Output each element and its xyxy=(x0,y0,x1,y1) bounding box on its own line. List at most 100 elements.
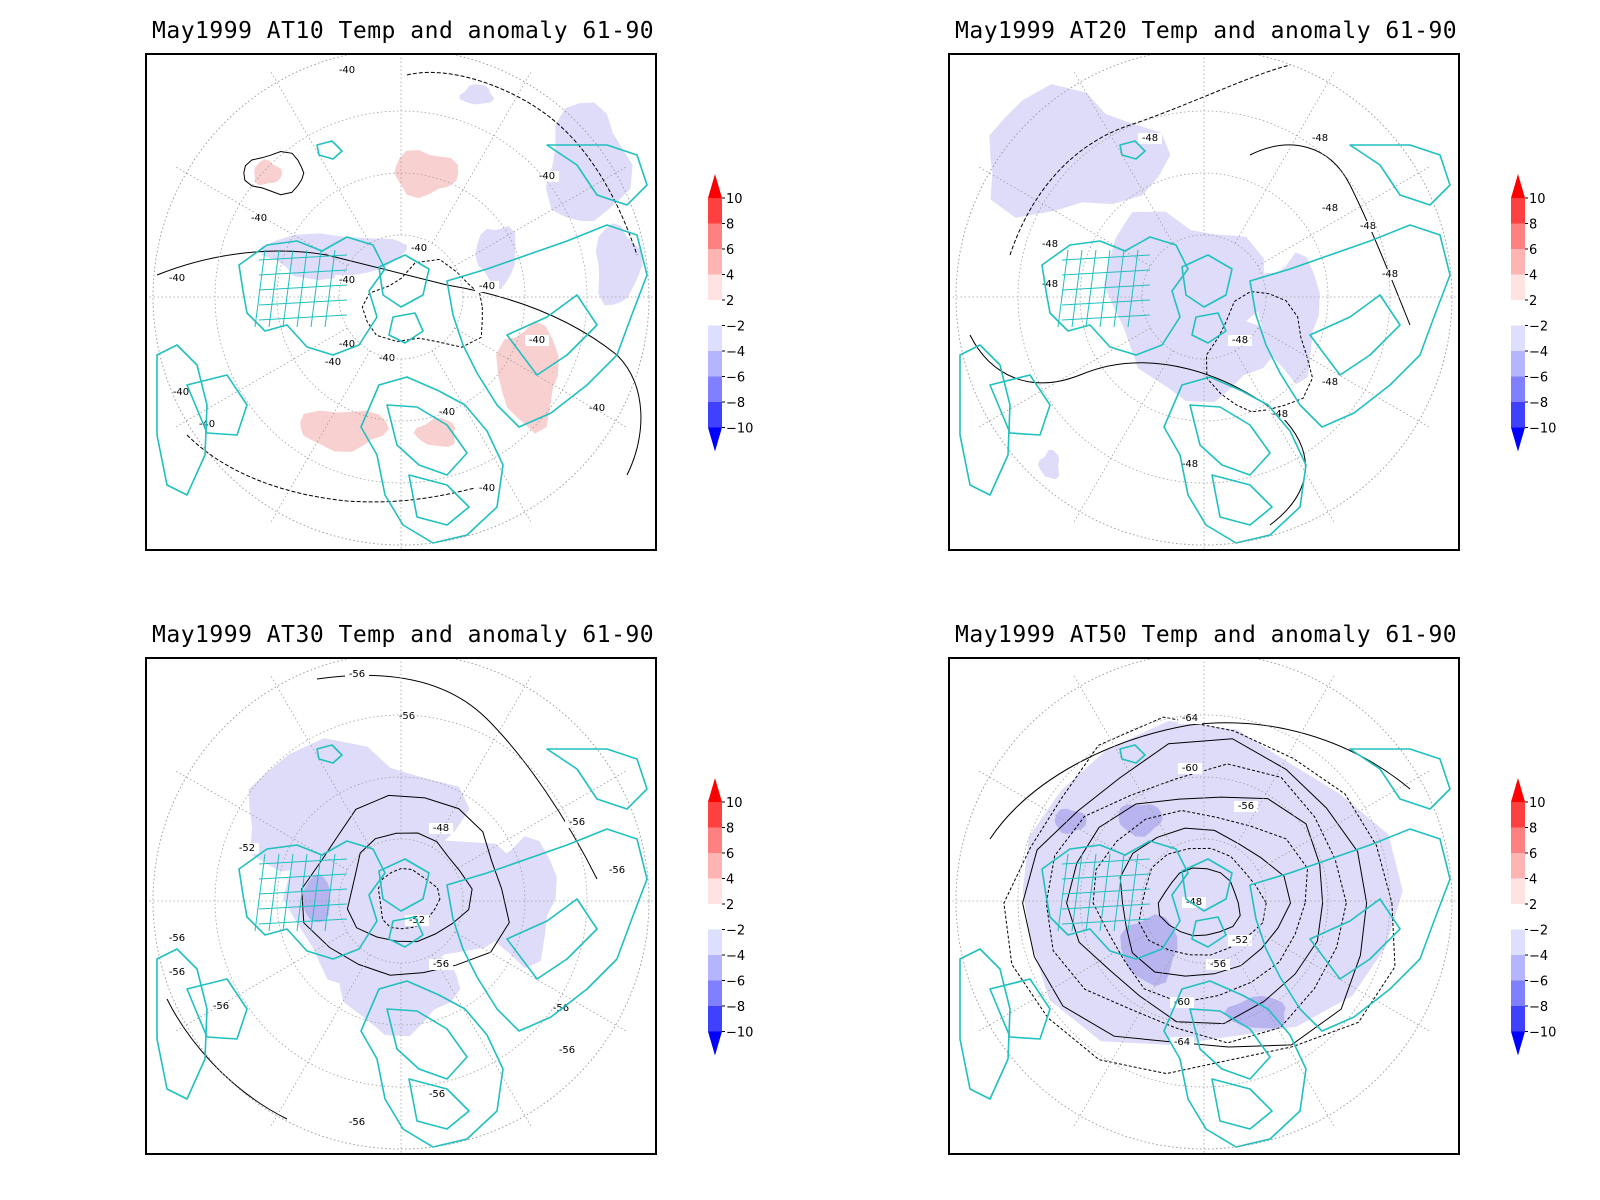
colorbar-segment xyxy=(708,955,722,981)
contour-label-bg xyxy=(429,823,453,834)
colorbar-label: 2 xyxy=(1529,294,1537,309)
colorbar-label: 6 xyxy=(1529,243,1537,258)
contour-label-bg xyxy=(209,1001,233,1012)
polar-map: -40 -40 -40 -40 -40 -40 -40 -40 -40 -40 -40 -40 -40 -… xyxy=(145,53,657,551)
contour-label-bg xyxy=(1234,801,1258,812)
meridian xyxy=(454,770,627,871)
asia-coast xyxy=(446,224,648,428)
contour-label: -40 xyxy=(439,407,455,418)
colorbar-label: −6 xyxy=(1529,371,1548,386)
meridian xyxy=(175,931,348,1032)
contour-label: -40 xyxy=(539,171,555,182)
state-line xyxy=(1061,888,1151,895)
contour-line xyxy=(406,71,638,256)
contour-label-bg xyxy=(235,843,259,854)
contour-label: -48 xyxy=(1272,409,1288,420)
contour-label-bg xyxy=(1228,335,1252,346)
state-line xyxy=(258,314,348,321)
meridian xyxy=(978,931,1151,1032)
warm-anomaly-region xyxy=(254,159,283,186)
state-line xyxy=(296,853,308,932)
colorbar-label: 6 xyxy=(1529,847,1537,862)
state-line xyxy=(310,853,322,932)
map-svg: -40 -40 -40 -40 -40 -40 -40 -40 -40 -40 -40 -40 -40 -… xyxy=(147,55,655,549)
contour-line xyxy=(166,998,288,1120)
colorbar-label: 6 xyxy=(726,243,734,258)
contour-label-bg xyxy=(169,387,193,398)
cold-anomaly-core xyxy=(302,874,331,923)
contour-label: -56 xyxy=(399,711,415,722)
colorbar-segment xyxy=(708,351,722,377)
state-borders xyxy=(254,853,348,932)
contour-label-bg xyxy=(1182,897,1206,908)
country-borders xyxy=(1189,1008,1271,1080)
meridian xyxy=(270,71,371,244)
latitude-circle xyxy=(1079,776,1329,1026)
coastlines xyxy=(959,140,1451,544)
meridian xyxy=(978,327,1151,428)
contour-label: -48 xyxy=(1322,377,1338,388)
contour-label-bg xyxy=(1178,459,1202,470)
colorbar-segment xyxy=(708,1006,722,1032)
asia-coast xyxy=(446,828,648,1032)
contour-label-bg xyxy=(1356,221,1380,232)
state-line xyxy=(1127,249,1139,328)
colorbar-segment xyxy=(1511,955,1525,981)
contour-label-bg xyxy=(345,669,369,680)
state-line xyxy=(254,249,266,328)
state-line xyxy=(1113,853,1125,932)
contour-label-bg xyxy=(1308,133,1332,144)
contour-label: -40 xyxy=(529,335,545,346)
europe-africa-coast xyxy=(1163,376,1307,544)
colorbar-label: −8 xyxy=(1529,1000,1548,1015)
latitude-circle xyxy=(276,776,526,1026)
europe-africa-coast xyxy=(1163,980,1307,1148)
latitude-circle xyxy=(1079,172,1329,422)
contour-label: -56 xyxy=(429,1089,445,1100)
panel-title: May1999 AT50 Temp and anomaly 61-90 xyxy=(955,622,1458,648)
meridian xyxy=(454,166,627,267)
colorbar-segment xyxy=(1511,1006,1525,1032)
contour-label-bg xyxy=(1170,1037,1194,1048)
central-america-coast xyxy=(989,978,1051,1040)
colorbar-label: −10 xyxy=(726,422,753,437)
contour-label: -40 xyxy=(479,281,495,292)
contour-label-bg xyxy=(395,711,419,722)
contour-label-bg xyxy=(605,865,629,876)
colorbar-label: 2 xyxy=(726,294,734,309)
contour-label-bg xyxy=(375,353,399,364)
contour-label: -40 xyxy=(251,213,267,224)
eastern-siberia-coast xyxy=(1349,144,1451,206)
colorbar-segment xyxy=(1511,249,1525,275)
contour-label: -40 xyxy=(411,243,427,254)
country-borders xyxy=(408,1078,470,1130)
contour-label: -60 xyxy=(1182,763,1198,774)
colorbar-label: 8 xyxy=(726,218,734,233)
arctic-island xyxy=(316,744,343,764)
colorbar-segment xyxy=(708,274,722,300)
north-america-coast xyxy=(238,840,386,960)
contour-label: -40 xyxy=(379,353,395,364)
state-line xyxy=(1099,853,1111,932)
contour-line xyxy=(1205,290,1314,413)
colorbar-label: −10 xyxy=(1529,422,1556,437)
map-boundary xyxy=(152,55,650,546)
meridian xyxy=(431,71,532,244)
state-line xyxy=(258,269,348,276)
contour-label-bg xyxy=(429,959,453,970)
colorbar-segment xyxy=(1511,325,1525,351)
map-boundary xyxy=(152,659,650,1150)
map-layer: -48 -48 -48 -48 -48 -48 -48 -48 -48 -48 -48 xyxy=(950,55,1458,549)
colorbar-label: −10 xyxy=(1529,1026,1556,1041)
colorbar: 10 8 6 4 2 −2 −4 −6 −8 −10 xyxy=(1511,778,1556,1056)
state-line xyxy=(258,254,348,261)
cold-anomaly-region xyxy=(338,951,461,1037)
contour-label: -56 xyxy=(433,959,449,970)
meridian xyxy=(454,931,627,1032)
state-line xyxy=(1061,858,1151,865)
colorbar-label: 10 xyxy=(726,796,743,811)
colorbar-label: 10 xyxy=(1529,192,1546,207)
contour-label-bg xyxy=(247,213,271,224)
state-line xyxy=(1061,903,1151,910)
colorbar-label: −2 xyxy=(726,320,745,335)
